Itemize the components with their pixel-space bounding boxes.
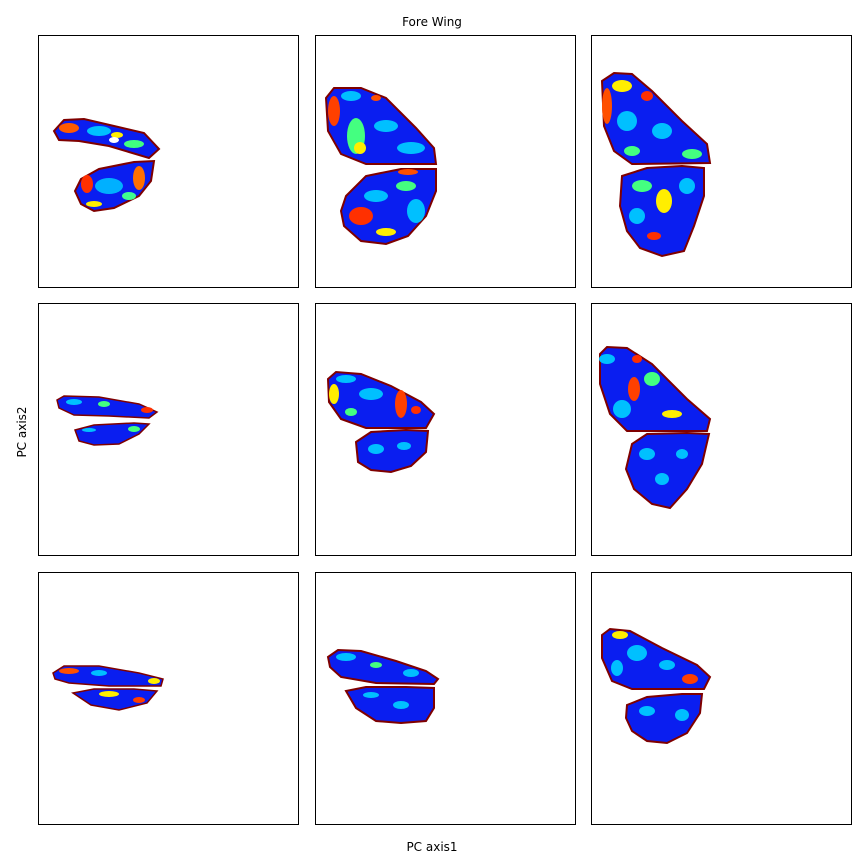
- panel-r1-c2: [315, 35, 576, 288]
- panel-r1-c1: [38, 35, 299, 288]
- wing-heatmap-r2-c2: [326, 370, 436, 474]
- panel-r2-c1: [38, 303, 299, 556]
- figure-title: Fore Wing: [402, 15, 462, 29]
- wing-heatmap-r2-c1: [56, 395, 159, 446]
- panel-r2-c3: [591, 303, 852, 556]
- wing-heatmap-r2-c3: [599, 345, 712, 510]
- wing-heatmap-r1-c3: [600, 71, 712, 258]
- panel-r1-c3: [591, 35, 852, 288]
- wing-heatmap-r1-c1: [52, 117, 161, 213]
- wing-heatmap-r1-c2: [324, 87, 438, 246]
- x-axis-label: PC axis1: [406, 840, 458, 854]
- panel-r3-c3: [591, 572, 852, 825]
- y-axis-label: PC axis2: [15, 406, 29, 458]
- wing-heatmap-r3-c1: [52, 665, 164, 711]
- panel-r3-c1: [38, 572, 299, 825]
- wing-heatmap-r3-c2: [326, 648, 440, 725]
- wing-heatmap-r3-c3: [601, 627, 712, 745]
- panel-r3-c2: [315, 572, 576, 825]
- panel-r2-c2: [315, 303, 576, 556]
